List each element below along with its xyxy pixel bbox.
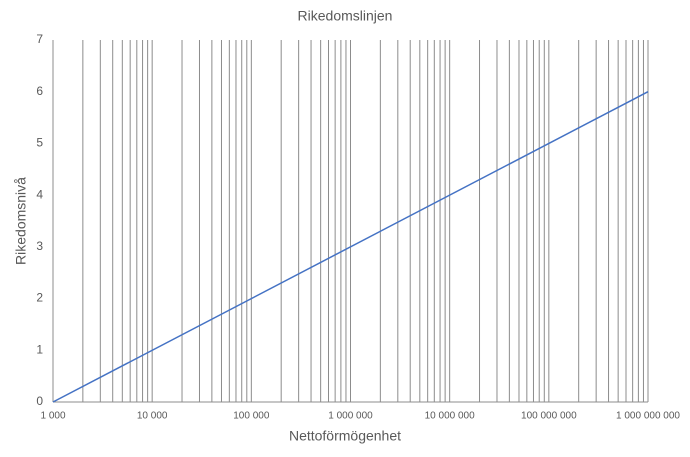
y-tick-label: 6 [36,84,43,98]
x-tick-label: 10 000 000 [425,411,475,422]
x-tick-label: 1 000 000 000 [616,411,680,422]
y-tick-label: 3 [36,239,43,253]
y-tick-label: 0 [36,394,43,408]
x-tick-label: 100 000 [233,411,270,422]
y-tick-label: 1 [36,342,43,356]
y-tick-label: 5 [36,136,43,150]
y-tick-label: 7 [36,32,43,46]
y-tick-label: 4 [36,187,43,201]
x-tick-label: 1 000 000 [328,411,373,422]
y-axis-title: Rikedomsnivå [13,177,29,265]
x-tick-label: 1 000 [40,411,65,422]
x-tick-label: 100 000 000 [521,411,577,422]
data-line [52,91,649,403]
chart-title: Rikedomslinjen [298,8,393,24]
x-tick-label: 10 000 [137,411,168,422]
x-axis-title: Nettoförmögenhet [289,428,401,444]
y-tick-label: 2 [36,291,43,305]
